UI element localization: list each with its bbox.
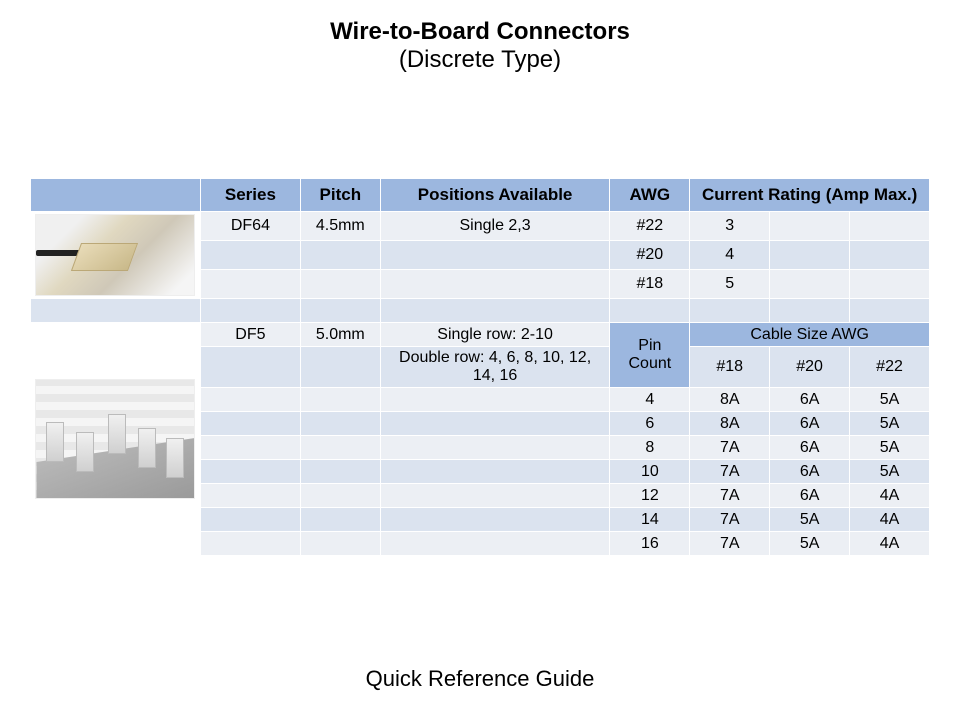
header-awg: AWG [610, 179, 690, 212]
df5-a20: 6A [770, 412, 850, 436]
df5-pin: 4 [610, 388, 690, 412]
df5-pin: 12 [610, 484, 690, 508]
df64-amp-1: 4 [690, 241, 770, 270]
header-blank [31, 179, 201, 212]
df5-a18: 7A [690, 532, 770, 556]
df5-a22: 5A [850, 388, 930, 412]
df5-a18: 8A [690, 388, 770, 412]
header-pitch: Pitch [300, 179, 380, 212]
df5-a22: 5A [850, 460, 930, 484]
header-row: Series Pitch Positions Available AWG Cur… [31, 179, 930, 212]
df5-product-image [35, 379, 195, 499]
header-series: Series [200, 179, 300, 212]
df64-row-1: DF64 4.5mm Single 2,3 #22 3 [31, 212, 930, 241]
df5-row-head: DF5 5.0mm Single row: 2-10 Pin Count Cab… [31, 323, 930, 347]
df64-awg-2: #18 [610, 270, 690, 299]
header-positions: Positions Available [380, 179, 610, 212]
page-title: Wire-to-Board Connectors [0, 18, 960, 46]
df5-a20: 6A [770, 436, 850, 460]
df5-subhead-cable: Cable Size AWG [690, 323, 930, 347]
df64-positions: Single 2,3 [380, 212, 610, 241]
df5-a18: 7A [690, 460, 770, 484]
df5-a22: 4A [850, 484, 930, 508]
df5-positions1: Single row: 2-10 [380, 323, 610, 347]
df5-a20: 5A [770, 508, 850, 532]
df5-cablecol-0: #18 [690, 347, 770, 388]
df64-awg-1: #20 [610, 241, 690, 270]
df5-a22: 4A [850, 508, 930, 532]
df5-image-cell [31, 323, 201, 556]
df5-a18: 8A [690, 412, 770, 436]
df5-cablecol-2: #22 [850, 347, 930, 388]
df5-pitch: 5.0mm [300, 323, 380, 347]
df64-amp-0: 3 [690, 212, 770, 241]
df5-positions2: Double row: 4, 6, 8, 10, 12, 14, 16 [380, 347, 610, 388]
spec-table: Series Pitch Positions Available AWG Cur… [30, 178, 930, 556]
df64-image-cell [31, 212, 201, 299]
df5-subhead-pin: Pin Count [610, 323, 690, 388]
df5-a20: 6A [770, 484, 850, 508]
title-block: Wire-to-Board Connectors (Discrete Type) [0, 0, 960, 74]
page-subtitle: (Discrete Type) [0, 46, 960, 74]
spacer-row [31, 299, 930, 323]
df5-a20: 6A [770, 388, 850, 412]
df5-a18: 7A [690, 436, 770, 460]
df5-a20: 5A [770, 532, 850, 556]
df5-a22: 5A [850, 436, 930, 460]
df64-product-image [35, 214, 195, 296]
df5-a18: 7A [690, 508, 770, 532]
df64-amp-2: 5 [690, 270, 770, 299]
df5-series: DF5 [200, 323, 300, 347]
df5-pin: 16 [610, 532, 690, 556]
df5-cablecol-1: #20 [770, 347, 850, 388]
df5-pin: 14 [610, 508, 690, 532]
df64-pitch: 4.5mm [300, 212, 380, 241]
df5-a18: 7A [690, 484, 770, 508]
df5-pin: 6 [610, 412, 690, 436]
footer-text: Quick Reference Guide [0, 666, 960, 692]
df5-a20: 6A [770, 460, 850, 484]
df5-pin: 10 [610, 460, 690, 484]
df5-a22: 4A [850, 532, 930, 556]
df5-a22: 5A [850, 412, 930, 436]
df64-series: DF64 [200, 212, 300, 241]
header-current-rating: Current Rating (Amp Max.) [690, 179, 930, 212]
df5-pin: 8 [610, 436, 690, 460]
df64-awg-0: #22 [610, 212, 690, 241]
